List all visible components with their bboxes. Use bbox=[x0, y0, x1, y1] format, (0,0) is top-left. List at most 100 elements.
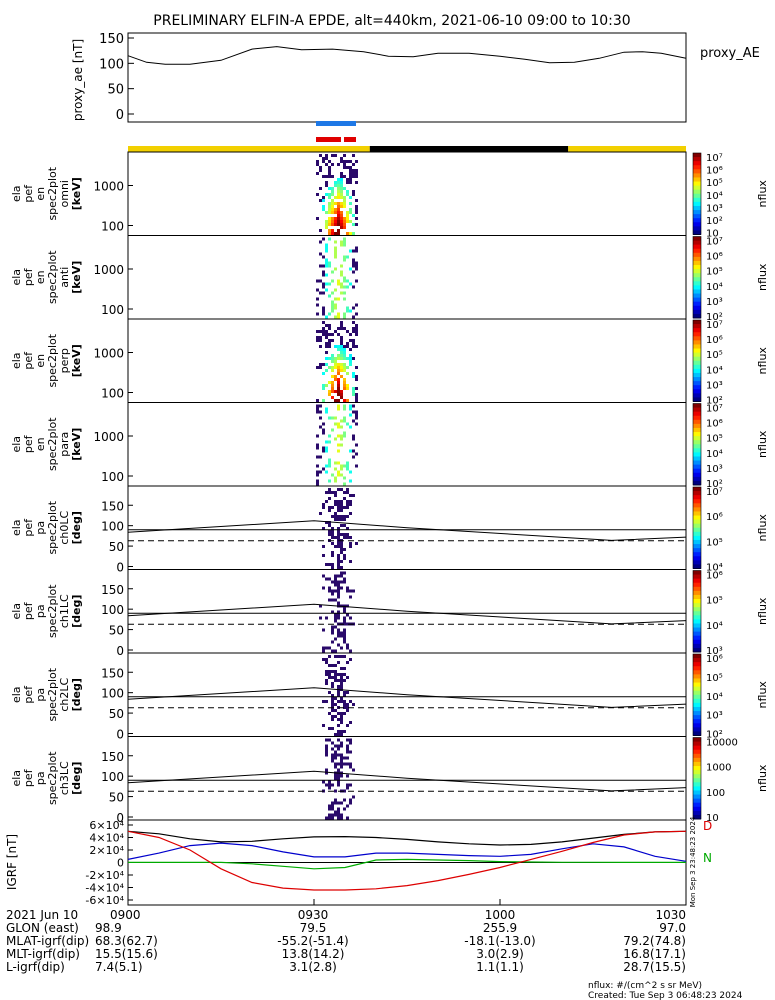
spec-cell bbox=[325, 288, 328, 292]
spec-cell bbox=[331, 694, 334, 697]
spec-label-line: pef bbox=[22, 434, 35, 453]
spec-cell bbox=[346, 467, 349, 471]
spec-cell bbox=[337, 533, 340, 536]
colorbar-segment bbox=[693, 432, 701, 437]
colorbar-segment bbox=[693, 599, 701, 604]
spec-cell bbox=[349, 479, 352, 483]
spec-cell bbox=[337, 369, 340, 372]
spec-cell bbox=[355, 223, 358, 226]
spec-label-line: anti bbox=[58, 267, 71, 288]
spec-cell bbox=[325, 336, 328, 339]
spec-cell bbox=[334, 315, 337, 319]
spec-cell bbox=[340, 753, 343, 757]
spec-cell bbox=[346, 220, 349, 223]
spec-cell bbox=[346, 536, 349, 539]
colorbar-segment bbox=[693, 727, 701, 732]
colorbar-segment bbox=[693, 643, 701, 649]
spec-cell bbox=[337, 628, 340, 632]
igrf-series-line-4 bbox=[127, 830, 687, 891]
spec-cell bbox=[355, 396, 358, 399]
spec-cell bbox=[322, 285, 325, 289]
spec-cell bbox=[343, 524, 346, 527]
spec-cell bbox=[331, 542, 334, 545]
spec-cell bbox=[343, 363, 346, 366]
spec-label-line: para bbox=[58, 432, 71, 457]
spec-cell bbox=[349, 413, 352, 417]
spec-cell bbox=[346, 589, 349, 593]
spec-cell bbox=[343, 548, 346, 551]
spec-cell bbox=[316, 446, 319, 450]
colorbar-label: nflux bbox=[756, 180, 769, 208]
spec-cell bbox=[331, 211, 334, 214]
side-timestamp: Mon Sep 3 23:48:23 2024 bbox=[689, 816, 697, 907]
colorbar-tick-label: 10⁷ bbox=[706, 487, 723, 498]
spec-cell bbox=[328, 727, 331, 730]
spec-cell bbox=[340, 375, 343, 378]
spec-label-line: [deg] bbox=[70, 678, 83, 711]
spec-cell bbox=[340, 721, 343, 724]
spec-cell bbox=[355, 330, 358, 333]
spec-label-line: spec2plot bbox=[46, 584, 59, 638]
spec-cell bbox=[352, 342, 355, 345]
colorbar-segment bbox=[693, 468, 701, 474]
spec-cell bbox=[337, 205, 340, 208]
spec-cell bbox=[343, 515, 346, 518]
spec-label-line: pef bbox=[22, 685, 35, 704]
spec-cell bbox=[328, 187, 331, 190]
colorbar-tick-label: 10³ bbox=[706, 646, 723, 657]
spec-cell bbox=[340, 181, 343, 184]
ae-ytick-label: 0 bbox=[116, 108, 124, 123]
spec-cell bbox=[337, 679, 340, 682]
colorbar-segment bbox=[693, 519, 701, 525]
spec-cell bbox=[340, 700, 343, 703]
spec-panel-label: ela pef pa spec2plot ch1LC [deg] bbox=[10, 584, 83, 638]
spec-cell bbox=[325, 747, 328, 751]
spec-cell bbox=[334, 616, 337, 620]
spec-cell bbox=[328, 524, 331, 527]
colorbar-segment bbox=[693, 678, 701, 684]
spec-cell bbox=[343, 163, 346, 166]
spec-cell bbox=[334, 733, 337, 736]
spec-cell bbox=[343, 571, 346, 575]
colorbar-segment bbox=[693, 491, 701, 496]
spec-cell bbox=[316, 479, 319, 483]
spec-cell bbox=[331, 390, 334, 393]
spec-cell bbox=[337, 387, 340, 390]
spec-cell bbox=[352, 703, 355, 706]
pa-anti-losscone-line bbox=[127, 520, 687, 541]
colorbar-segment bbox=[693, 328, 701, 333]
spec-cell bbox=[331, 190, 334, 193]
spec-panel-3: 100 1000 ela pef en spec2plot perp [keV] 10² 10³ 1… bbox=[10, 318, 769, 407]
spec-cell bbox=[328, 232, 331, 235]
spec-cell bbox=[334, 679, 337, 682]
spec-cell bbox=[328, 738, 331, 742]
spec-cell bbox=[337, 315, 340, 319]
spec-cell bbox=[328, 193, 331, 196]
spec-cell bbox=[349, 267, 352, 271]
colorbar-segment bbox=[693, 293, 701, 299]
spec-cell bbox=[346, 661, 349, 664]
spec-label-line: [deg] bbox=[70, 762, 83, 795]
spec-cell bbox=[337, 673, 340, 676]
spec-cell bbox=[319, 363, 322, 366]
spec-cell bbox=[331, 610, 334, 614]
spec-cell bbox=[343, 619, 346, 623]
spec-cell bbox=[340, 282, 343, 286]
ae-series-line bbox=[127, 46, 687, 65]
spec-label-line: en bbox=[34, 187, 47, 201]
spec-cell bbox=[349, 160, 352, 163]
colorbar-segment bbox=[693, 157, 701, 162]
spec-cell bbox=[349, 425, 352, 429]
spec-cell bbox=[343, 807, 346, 811]
spec-cell bbox=[337, 801, 340, 805]
spec-cell bbox=[322, 387, 325, 390]
spec-cell bbox=[349, 172, 352, 175]
spec-cell bbox=[352, 455, 355, 459]
spec-cell bbox=[337, 223, 340, 226]
spec-cell bbox=[346, 762, 349, 766]
colorbar-segment bbox=[693, 737, 701, 743]
spec-cell bbox=[340, 566, 343, 569]
spec-cell bbox=[346, 464, 349, 468]
spec-cell bbox=[340, 223, 343, 226]
spec-cell bbox=[334, 753, 337, 757]
